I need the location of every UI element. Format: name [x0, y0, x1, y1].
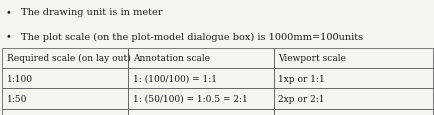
- Bar: [273, 68, 432, 89]
- Bar: [273, 48, 432, 68]
- Text: 1xp or 1:1: 1xp or 1:1: [278, 74, 324, 83]
- Text: 1: (50/100) = 1:0.5 = 2:1: 1: (50/100) = 1:0.5 = 2:1: [132, 94, 247, 103]
- Bar: [273, 109, 432, 115]
- Text: 2xp or 2:1: 2xp or 2:1: [278, 94, 324, 103]
- Text: Required scale (on lay out): Required scale (on lay out): [7, 54, 130, 63]
- Bar: [128, 89, 273, 109]
- Bar: [2, 68, 128, 89]
- Bar: [128, 68, 273, 89]
- Bar: [273, 89, 432, 109]
- Bar: [128, 48, 273, 68]
- Bar: [2, 109, 128, 115]
- Text: The drawing unit is in meter: The drawing unit is in meter: [21, 8, 162, 17]
- Bar: [128, 109, 273, 115]
- Text: 1:100: 1:100: [7, 74, 33, 83]
- Text: Annotation scale: Annotation scale: [132, 54, 209, 63]
- Text: The plot scale (on the plot-model dialogue box) is 1000mm=100units: The plot scale (on the plot-model dialog…: [21, 32, 362, 41]
- Text: •: •: [5, 32, 11, 41]
- Text: 1:200: 1:200: [7, 114, 32, 115]
- Text: Viewport scale: Viewport scale: [278, 54, 345, 63]
- Text: 1: (200/100) = 1:2= 0.5 = 1: 1: (200/100) = 1:2= 0.5 = 1: [132, 114, 260, 115]
- Bar: [2, 48, 128, 68]
- Text: •: •: [5, 8, 11, 17]
- Text: 1: (100/100) = 1:1: 1: (100/100) = 1:1: [132, 74, 216, 83]
- Text: 1:50: 1:50: [7, 94, 27, 103]
- Text: 0.5xp or 1:2: 0.5xp or 1:2: [278, 114, 333, 115]
- Bar: [2, 89, 128, 109]
